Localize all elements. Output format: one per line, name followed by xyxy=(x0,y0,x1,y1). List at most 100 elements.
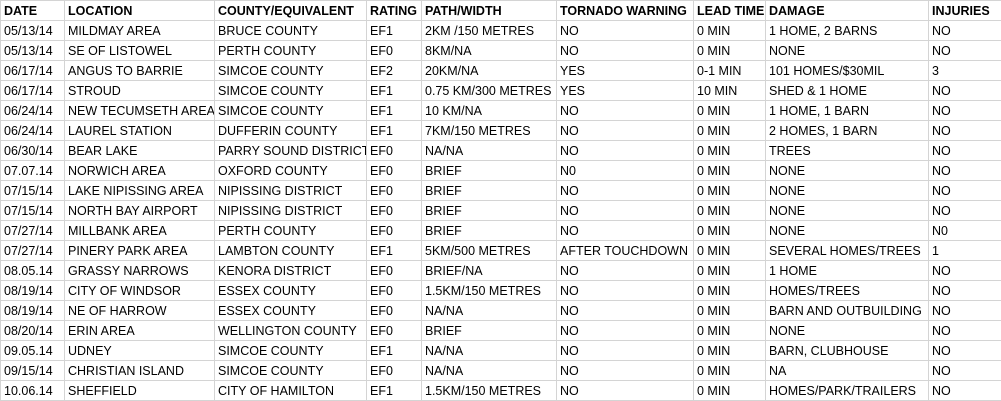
cell-rating[interactable]: EF0 xyxy=(366,280,422,301)
cell-location[interactable]: MILDMAY AREA xyxy=(64,20,215,41)
cell-county[interactable]: PERTH COUNTY xyxy=(214,40,367,61)
cell-damage[interactable]: 1 HOME xyxy=(765,260,929,281)
cell-location[interactable]: PINERY PARK AREA xyxy=(64,240,215,261)
cell-tornado-warning[interactable]: NO xyxy=(556,20,694,41)
cell-tornado-warning[interactable]: YES xyxy=(556,80,694,101)
column-header-injuries[interactable]: INJURIES xyxy=(928,0,1001,21)
cell-damage[interactable]: NONE xyxy=(765,220,929,241)
cell-tornado-warning[interactable]: NO xyxy=(556,180,694,201)
cell-county[interactable]: SIMCOE COUNTY xyxy=(214,360,367,381)
cell-rating[interactable]: EF1 xyxy=(366,380,422,401)
cell-county[interactable]: CITY OF HAMILTON xyxy=(214,380,367,401)
cell-lead-time[interactable]: 0 MIN xyxy=(693,320,766,341)
cell-date[interactable]: 07/15/14 xyxy=(0,180,65,201)
cell-county[interactable]: PERTH COUNTY xyxy=(214,220,367,241)
cell-rating[interactable]: EF1 xyxy=(366,340,422,361)
cell-lead-time[interactable]: 0 MIN xyxy=(693,240,766,261)
cell-county[interactable]: SIMCOE COUNTY xyxy=(214,100,367,121)
cell-damage[interactable]: 1 HOME, 1 BARN xyxy=(765,100,929,121)
cell-rating[interactable]: EF1 xyxy=(366,100,422,121)
cell-tornado-warning[interactable]: NO xyxy=(556,100,694,121)
cell-lead-time[interactable]: 0 MIN xyxy=(693,160,766,181)
cell-rating[interactable]: EF2 xyxy=(366,60,422,81)
cell-rating[interactable]: EF1 xyxy=(366,20,422,41)
cell-location[interactable]: NE OF HARROW xyxy=(64,300,215,321)
cell-county[interactable]: LAMBTON COUNTY xyxy=(214,240,367,261)
cell-path-width[interactable]: NA/NA xyxy=(421,360,557,381)
cell-rating[interactable]: EF0 xyxy=(366,160,422,181)
cell-path-width[interactable]: BRIEF xyxy=(421,180,557,201)
cell-location[interactable]: LAKE NIPISSING AREA xyxy=(64,180,215,201)
cell-damage[interactable]: NA xyxy=(765,360,929,381)
cell-tornado-warning[interactable]: NO xyxy=(556,120,694,141)
cell-county[interactable]: DUFFERIN COUNTY xyxy=(214,120,367,141)
cell-path-width[interactable]: 10 KM/NA xyxy=(421,100,557,121)
cell-path-width[interactable]: NA/NA xyxy=(421,340,557,361)
cell-path-width[interactable]: NA/NA xyxy=(421,300,557,321)
cell-lead-time[interactable]: 10 MIN xyxy=(693,80,766,101)
cell-county[interactable]: SIMCOE COUNTY xyxy=(214,60,367,81)
cell-date[interactable]: 06/24/14 xyxy=(0,120,65,141)
cell-injuries[interactable]: 1 xyxy=(928,240,1001,261)
cell-tornado-warning[interactable]: NO xyxy=(556,300,694,321)
cell-path-width[interactable]: BRIEF xyxy=(421,160,557,181)
cell-path-width[interactable]: 1.5KM/150 METRES xyxy=(421,380,557,401)
cell-rating[interactable]: EF1 xyxy=(366,80,422,101)
cell-tornado-warning[interactable]: NO xyxy=(556,280,694,301)
cell-location[interactable]: CHRISTIAN ISLAND xyxy=(64,360,215,381)
cell-damage[interactable]: HOMES/PARK/TRAILERS xyxy=(765,380,929,401)
cell-injuries[interactable]: NO xyxy=(928,120,1001,141)
cell-lead-time[interactable]: 0 MIN xyxy=(693,340,766,361)
cell-rating[interactable]: EF0 xyxy=(366,360,422,381)
cell-rating[interactable]: EF0 xyxy=(366,260,422,281)
cell-location[interactable]: NEW TECUMSETH AREA xyxy=(64,100,215,121)
cell-location[interactable]: ERIN AREA xyxy=(64,320,215,341)
cell-date[interactable]: 06/24/14 xyxy=(0,100,65,121)
cell-county[interactable]: SIMCOE COUNTY xyxy=(214,340,367,361)
cell-lead-time[interactable]: 0 MIN xyxy=(693,220,766,241)
cell-path-width[interactable]: BRIEF/NA xyxy=(421,260,557,281)
cell-rating[interactable]: EF0 xyxy=(366,300,422,321)
cell-date[interactable]: 08.05.14 xyxy=(0,260,65,281)
cell-injuries[interactable]: NO xyxy=(928,40,1001,61)
cell-damage[interactable]: BARN AND OUTBUILDING xyxy=(765,300,929,321)
cell-path-width[interactable]: 20KM/NA xyxy=(421,60,557,81)
cell-location[interactable]: BEAR LAKE xyxy=(64,140,215,161)
cell-lead-time[interactable]: 0 MIN xyxy=(693,20,766,41)
cell-injuries[interactable]: NO xyxy=(928,160,1001,181)
cell-damage[interactable]: BARN, CLUBHOUSE xyxy=(765,340,929,361)
cell-injuries[interactable]: NO xyxy=(928,100,1001,121)
cell-county[interactable]: OXFORD COUNTY xyxy=(214,160,367,181)
cell-injuries[interactable]: NO xyxy=(928,80,1001,101)
cell-lead-time[interactable]: 0 MIN xyxy=(693,280,766,301)
cell-lead-time[interactable]: 0 MIN xyxy=(693,140,766,161)
cell-path-width[interactable]: NA/NA xyxy=(421,140,557,161)
cell-tornado-warning[interactable]: NO xyxy=(556,360,694,381)
cell-injuries[interactable]: NO xyxy=(928,380,1001,401)
cell-date[interactable]: 10.06.14 xyxy=(0,380,65,401)
cell-county[interactable]: BRUCE COUNTY xyxy=(214,20,367,41)
cell-date[interactable]: 08/20/14 xyxy=(0,320,65,341)
cell-date[interactable]: 07/15/14 xyxy=(0,200,65,221)
cell-county[interactable]: PARRY SOUND DISTRICT xyxy=(214,140,367,161)
cell-location[interactable]: NORTH BAY AIRPORT xyxy=(64,200,215,221)
column-header-lead-time[interactable]: LEAD TIME xyxy=(693,0,766,21)
cell-county[interactable]: WELLINGTON COUNTY xyxy=(214,320,367,341)
cell-rating[interactable]: EF1 xyxy=(366,120,422,141)
cell-tornado-warning[interactable]: YES xyxy=(556,60,694,81)
cell-location[interactable]: SHEFFIELD xyxy=(64,380,215,401)
cell-lead-time[interactable]: 0 MIN xyxy=(693,100,766,121)
cell-tornado-warning[interactable]: NO xyxy=(556,200,694,221)
cell-injuries[interactable]: NO xyxy=(928,320,1001,341)
cell-rating[interactable]: EF0 xyxy=(366,220,422,241)
cell-path-width[interactable]: 8KM/NA xyxy=(421,40,557,61)
cell-location[interactable]: MILLBANK AREA xyxy=(64,220,215,241)
cell-damage[interactable]: SEVERAL HOMES/TREES xyxy=(765,240,929,261)
cell-damage[interactable]: 101 HOMES/$30MIL xyxy=(765,60,929,81)
cell-lead-time[interactable]: 0 MIN xyxy=(693,40,766,61)
cell-damage[interactable]: NONE xyxy=(765,160,929,181)
cell-damage[interactable]: 2 HOMES, 1 BARN xyxy=(765,120,929,141)
cell-tornado-warning[interactable]: NO xyxy=(556,40,694,61)
cell-injuries[interactable]: NO xyxy=(928,260,1001,281)
cell-injuries[interactable]: NO xyxy=(928,280,1001,301)
